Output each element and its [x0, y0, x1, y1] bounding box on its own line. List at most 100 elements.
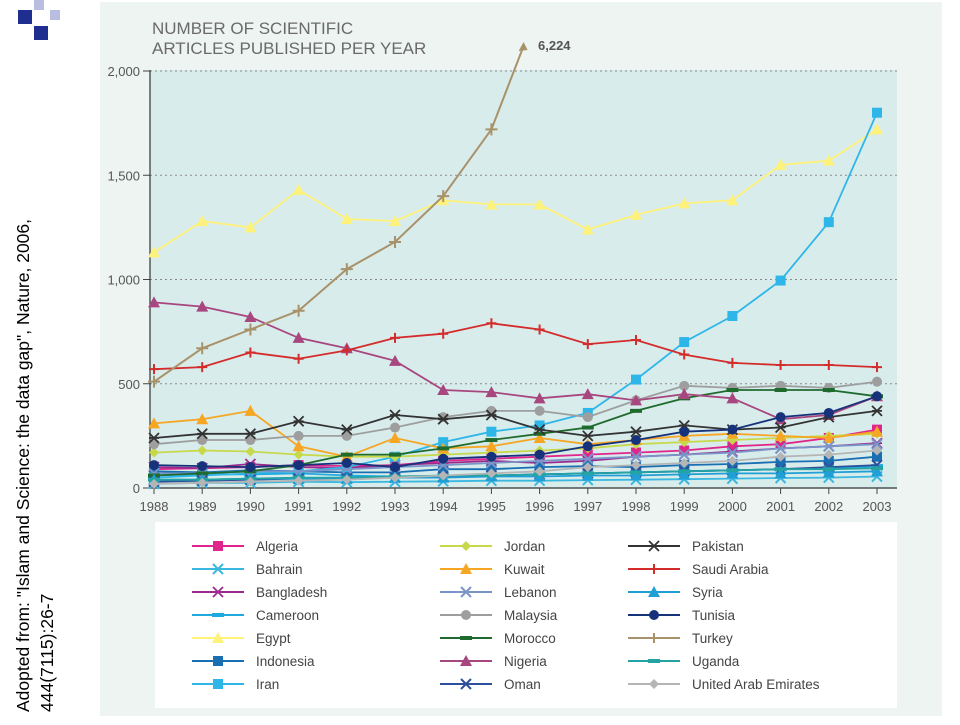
- data-point: [871, 466, 883, 471]
- data-point: [823, 455, 834, 466]
- x-tick-label: 1989: [188, 499, 217, 514]
- data-point: [726, 194, 739, 206]
- data-point: [775, 451, 786, 462]
- data-point: [679, 445, 690, 456]
- data-point: [823, 217, 834, 228]
- data-point: [460, 586, 472, 598]
- data-point: [149, 447, 159, 458]
- data-point: [534, 324, 545, 335]
- chart-title-line-1: NUMBER OF SCIENTIFIC: [152, 19, 353, 38]
- legend-item: Kuwait: [440, 562, 545, 577]
- data-point: [775, 439, 786, 450]
- data-point: [630, 208, 642, 220]
- data-point: [678, 468, 691, 480]
- data-point: [293, 460, 304, 471]
- y-tick-label: 1,500: [107, 168, 140, 183]
- legend-item: Uganda: [628, 654, 740, 669]
- data-point: [823, 440, 835, 453]
- data-point: [582, 412, 593, 423]
- data-point: [630, 469, 642, 481]
- data-point: [149, 466, 159, 477]
- data-point: [581, 425, 594, 430]
- data-point: [582, 453, 594, 465]
- data-point: [534, 405, 545, 416]
- x-tick-label: 1993: [381, 499, 410, 514]
- data-point: [461, 610, 471, 620]
- data-point: [212, 613, 224, 617]
- legend-label: Saudi Arabia: [692, 562, 769, 577]
- legend-label: Malaysia: [504, 608, 558, 623]
- data-point: [389, 452, 401, 457]
- data-point: [437, 384, 450, 396]
- data-point: [389, 215, 401, 227]
- data-point: [196, 471, 209, 476]
- data-point: [212, 563, 224, 575]
- series-line: [153, 301, 878, 421]
- data-point: [533, 392, 546, 404]
- legend-label: Bangladesh: [256, 585, 327, 600]
- data-point: [872, 445, 882, 456]
- data-point: [727, 310, 738, 321]
- data-point: [292, 304, 305, 317]
- legend-label: Lebanon: [504, 585, 557, 600]
- data-point: [648, 659, 660, 663]
- legend-item: Bahrain: [192, 562, 303, 577]
- data-point: [389, 354, 401, 366]
- data-point: [437, 446, 450, 451]
- data-point: [822, 467, 835, 472]
- data-point: [245, 347, 256, 358]
- chart: NUMBER OF SCIENTIFIC ARTICLES PUBLISHED …: [80, 0, 960, 720]
- legend-item: Morocco: [440, 631, 556, 646]
- data-point: [648, 586, 660, 597]
- data-point: [197, 477, 208, 488]
- data-point: [649, 633, 659, 643]
- data-point: [213, 541, 223, 551]
- data-point: [486, 426, 497, 437]
- data-point: [727, 357, 738, 368]
- data-point: [341, 474, 352, 485]
- series-kuwait: [148, 404, 883, 462]
- data-point: [727, 455, 738, 466]
- legend-item: United Arab Emirates: [628, 677, 820, 692]
- legend-item: Oman: [440, 677, 541, 692]
- data-point: [486, 468, 497, 479]
- data-point: [534, 449, 545, 460]
- data-point: [774, 429, 787, 441]
- data-point: [822, 466, 835, 478]
- legend-item: Cameroon: [192, 608, 319, 623]
- axes: 0 500 1,000 1,500 2,000 1988 1989 1990 1991 1992 1…: [107, 64, 897, 514]
- series-line: [153, 475, 878, 485]
- legend-label: Bahrain: [256, 562, 303, 577]
- data-point: [389, 235, 401, 248]
- legend-item: Indonesia: [192, 654, 315, 669]
- data-point: [485, 198, 498, 210]
- legend-item: Turkey: [628, 631, 733, 646]
- data-point: [438, 328, 449, 339]
- data-point: [149, 460, 159, 471]
- legend-item: Saudi Arabia: [628, 562, 769, 577]
- data-point: [438, 464, 449, 475]
- data-point: [460, 563, 472, 574]
- data-point: [726, 446, 739, 459]
- legend-item: Pakistan: [628, 539, 744, 554]
- data-point: [292, 440, 305, 452]
- data-point: [630, 426, 642, 438]
- data-point: [630, 408, 642, 413]
- y-tick-label: 2,000: [107, 64, 140, 79]
- x-tick-label: 1995: [477, 499, 506, 514]
- data-point: [630, 470, 642, 475]
- data-point: [340, 263, 353, 276]
- data-point: [679, 349, 690, 360]
- data-point: [872, 376, 882, 387]
- data-point: [582, 430, 594, 442]
- data-point: [196, 428, 208, 440]
- data-point: [872, 391, 882, 402]
- series-line: [153, 322, 878, 371]
- data-point: [390, 422, 400, 433]
- data-point: [148, 375, 160, 388]
- series-line: [154, 467, 878, 481]
- data-point: [678, 469, 691, 474]
- data-point: [679, 380, 690, 391]
- legend-label: Jordan: [504, 539, 545, 554]
- data-point: [678, 197, 691, 209]
